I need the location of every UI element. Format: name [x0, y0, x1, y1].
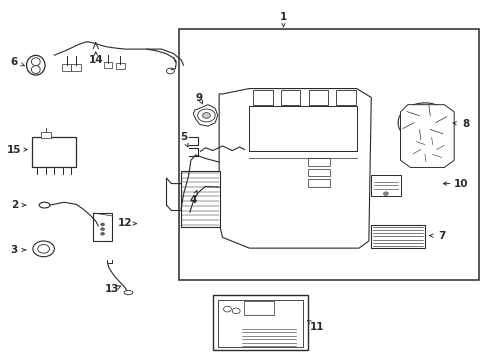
Bar: [103, 62, 112, 68]
Circle shape: [101, 223, 104, 226]
Text: 8: 8: [462, 120, 469, 129]
Text: 3: 3: [11, 245, 18, 255]
Text: 11: 11: [309, 322, 323, 332]
Bar: [307, 179, 329, 187]
Bar: [178, 30, 478, 280]
Text: 15: 15: [7, 144, 21, 154]
Bar: [335, 90, 355, 105]
Text: 13: 13: [104, 284, 119, 294]
Bar: [280, 90, 300, 105]
Text: 2: 2: [11, 200, 18, 210]
Text: 12: 12: [118, 218, 132, 228]
Bar: [71, 64, 81, 71]
Circle shape: [197, 109, 215, 122]
Bar: [217, 300, 303, 347]
Bar: [181, 171, 220, 226]
Bar: [61, 64, 71, 71]
Bar: [244, 301, 273, 315]
Circle shape: [166, 68, 174, 74]
Circle shape: [232, 308, 240, 314]
Circle shape: [101, 232, 104, 235]
Bar: [212, 295, 307, 350]
Circle shape: [33, 241, 54, 257]
Polygon shape: [219, 89, 370, 248]
Polygon shape: [400, 105, 453, 167]
Bar: [41, 132, 51, 138]
Circle shape: [202, 113, 210, 118]
Bar: [253, 90, 272, 105]
Circle shape: [38, 244, 49, 253]
Bar: [370, 225, 424, 248]
Bar: [307, 158, 329, 166]
Circle shape: [101, 228, 104, 230]
Text: 6: 6: [11, 57, 18, 67]
Bar: [370, 175, 400, 196]
Circle shape: [383, 192, 387, 195]
Bar: [93, 213, 112, 241]
Circle shape: [408, 135, 447, 164]
Ellipse shape: [124, 291, 133, 295]
Bar: [116, 63, 124, 69]
Text: 9: 9: [195, 93, 203, 103]
Bar: [32, 137, 76, 167]
Ellipse shape: [31, 58, 40, 66]
Circle shape: [223, 306, 231, 312]
Text: 14: 14: [88, 55, 103, 65]
Circle shape: [413, 115, 435, 131]
Polygon shape: [193, 105, 217, 126]
Text: 1: 1: [279, 12, 286, 22]
Bar: [308, 90, 327, 105]
Text: 10: 10: [453, 179, 468, 189]
Bar: [249, 107, 356, 151]
Ellipse shape: [39, 202, 50, 208]
Bar: [307, 168, 329, 176]
Ellipse shape: [31, 66, 40, 73]
Text: 4: 4: [189, 195, 197, 205]
Circle shape: [420, 144, 436, 155]
Circle shape: [397, 103, 451, 142]
Text: 7: 7: [437, 231, 445, 240]
Ellipse shape: [26, 55, 45, 75]
Text: 5: 5: [180, 132, 187, 142]
